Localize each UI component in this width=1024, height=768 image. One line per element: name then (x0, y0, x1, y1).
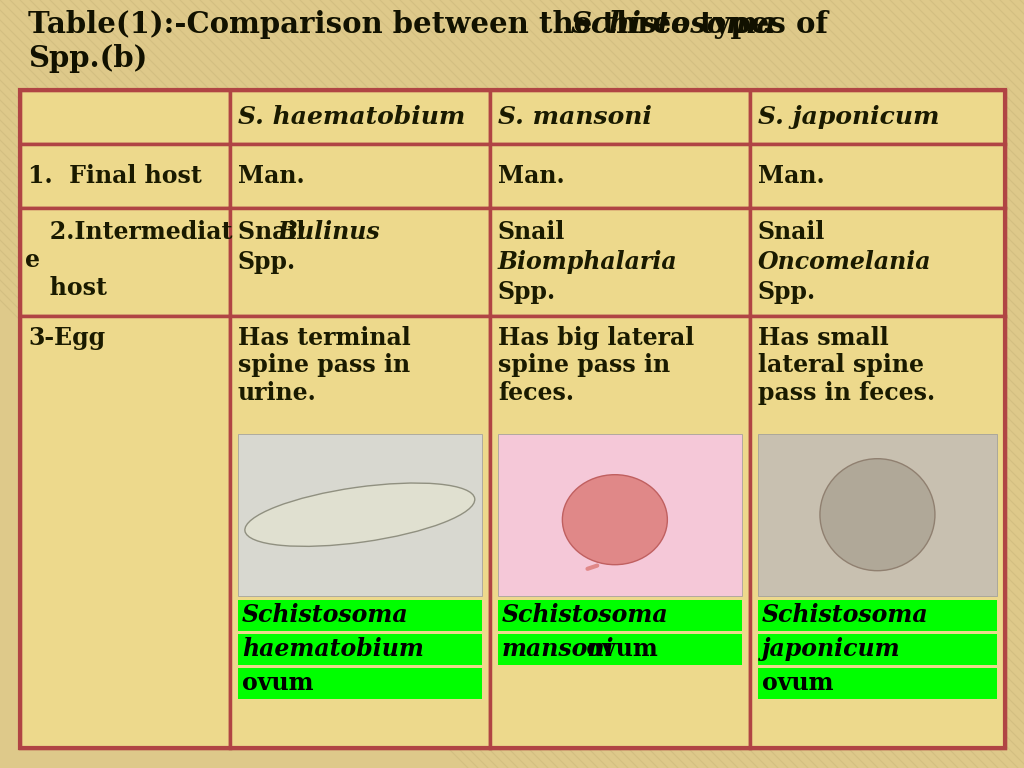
Bar (238, 634, 482, 664)
Text: Schistosoma: Schistosoma (242, 603, 409, 627)
Ellipse shape (562, 475, 668, 564)
Text: Schistosoma: Schistosoma (762, 603, 929, 627)
Bar (758, 634, 997, 664)
Text: Snail: Snail (498, 220, 565, 244)
Bar (750, 144, 1005, 208)
Bar (20, 208, 229, 316)
Bar (238, 600, 482, 631)
Text: 2.Intermediat: 2.Intermediat (25, 220, 232, 244)
Bar (498, 634, 741, 664)
Text: S. japonicum: S. japonicum (758, 105, 939, 129)
Text: Oncomelania: Oncomelania (758, 250, 932, 274)
Text: 1.  Final host: 1. Final host (28, 164, 202, 188)
Bar (489, 208, 750, 316)
Text: Spp.: Spp. (238, 250, 296, 274)
Text: S. haematobium: S. haematobium (238, 105, 465, 129)
Bar (750, 90, 1005, 144)
Text: Biomphalaria: Biomphalaria (498, 250, 678, 274)
Text: S. mansoni: S. mansoni (498, 105, 651, 129)
Bar (229, 316, 489, 748)
Text: Spp.: Spp. (758, 280, 816, 304)
Text: Spp.(b): Spp.(b) (28, 44, 147, 73)
Text: e: e (25, 248, 40, 273)
Text: Schistosoma: Schistosoma (571, 10, 777, 39)
Text: japonicum: japonicum (762, 637, 900, 661)
Text: Bulinus: Bulinus (278, 220, 381, 244)
Bar (229, 144, 489, 208)
Text: Has big lateral
spine pass in
feces.: Has big lateral spine pass in feces. (498, 326, 694, 406)
Bar (20, 316, 229, 748)
Bar (238, 667, 482, 699)
Text: Has terminal
spine pass in
urine.: Has terminal spine pass in urine. (238, 326, 411, 406)
Text: 3-Egg: 3-Egg (28, 326, 105, 349)
Bar (750, 316, 1005, 748)
Text: Man.: Man. (498, 164, 564, 188)
Bar (229, 208, 489, 316)
Text: ovum: ovum (578, 637, 657, 661)
Bar (238, 434, 482, 596)
Bar (498, 600, 741, 631)
Bar (489, 90, 750, 144)
Bar (20, 144, 229, 208)
Text: Snail: Snail (238, 220, 313, 244)
Text: Spp.: Spp. (498, 280, 556, 304)
Bar (498, 434, 741, 596)
Bar (489, 144, 750, 208)
Ellipse shape (245, 483, 475, 546)
Bar (20, 90, 1005, 748)
Bar (229, 90, 489, 144)
Text: ovum: ovum (242, 671, 313, 695)
Text: Snail: Snail (758, 220, 825, 244)
Text: mansoni: mansoni (502, 637, 614, 661)
Text: Table(1):-Comparison between the three types of: Table(1):-Comparison between the three t… (28, 10, 838, 39)
Text: haematobium: haematobium (242, 637, 424, 661)
Bar (758, 600, 997, 631)
Bar (758, 667, 997, 699)
Text: Schistosoma: Schistosoma (502, 603, 669, 627)
Ellipse shape (820, 458, 935, 571)
Bar (758, 434, 997, 596)
Text: ovum: ovum (762, 671, 834, 695)
Text: Has small
lateral spine
pass in feces.: Has small lateral spine pass in feces. (758, 326, 935, 406)
Text: host: host (25, 276, 106, 300)
Text: Man.: Man. (758, 164, 824, 188)
Text: Man.: Man. (238, 164, 304, 188)
Bar (20, 90, 229, 144)
Bar (750, 208, 1005, 316)
Bar (489, 316, 750, 748)
